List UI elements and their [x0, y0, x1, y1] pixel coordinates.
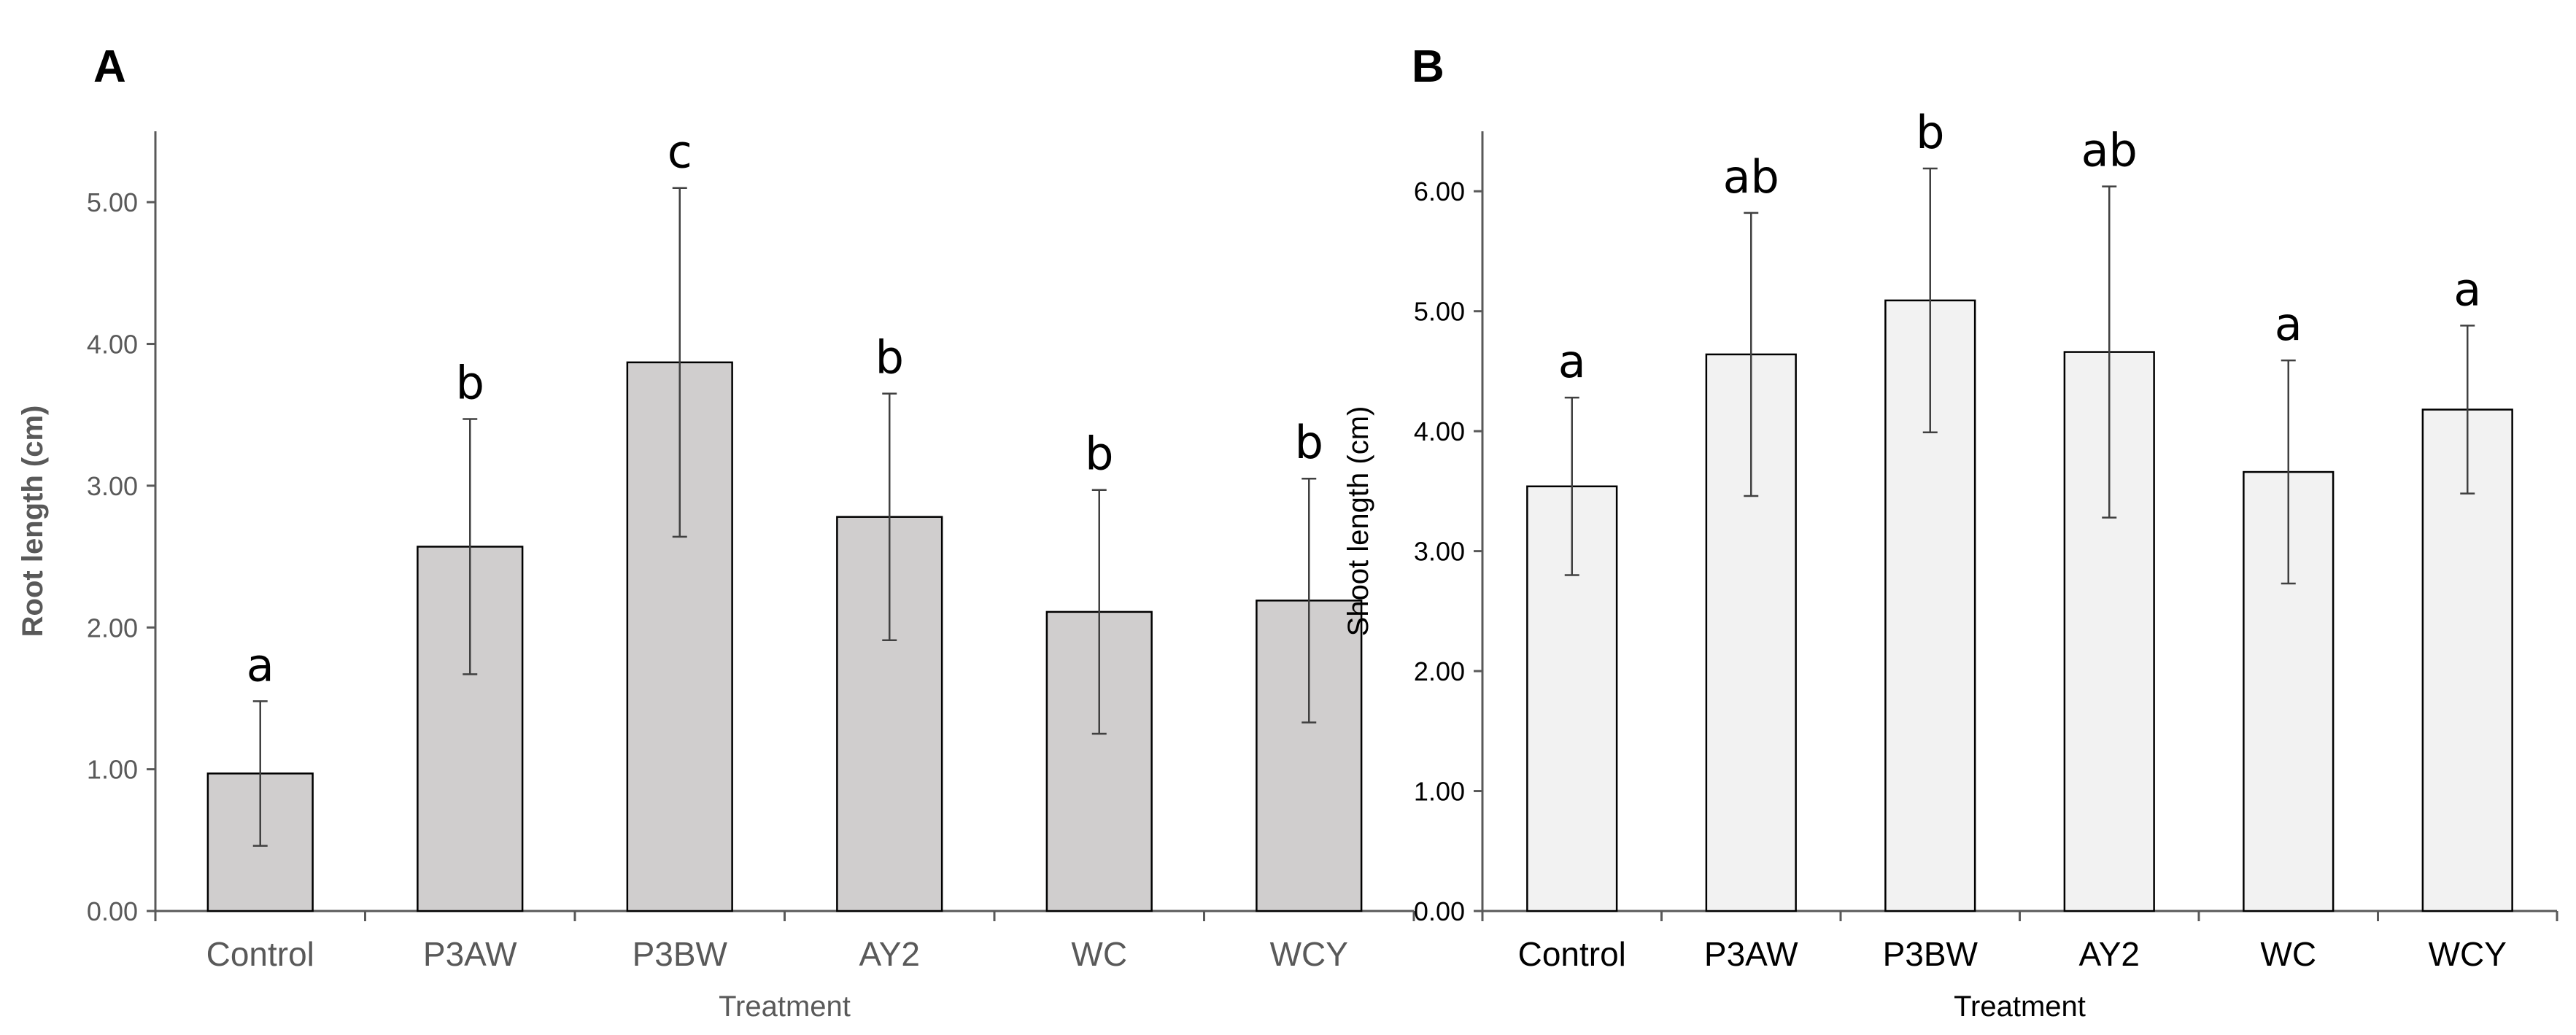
y-tick-label: 0.00 — [1414, 896, 1465, 926]
y-tick-label: 2.00 — [1414, 656, 1465, 686]
x-tick-label: Control — [206, 935, 314, 973]
y-tick-label: 4.00 — [87, 330, 138, 360]
x-tick-label: P3AW — [423, 935, 517, 973]
y-tick-label: 3.00 — [1414, 537, 1465, 567]
x-tick-label: WC — [2260, 935, 2316, 973]
significance-label: ab — [1723, 150, 1779, 203]
y-tick-label: 6.00 — [1414, 177, 1465, 206]
y-tick-label: 5.00 — [87, 187, 138, 217]
y-tick-label: 4.00 — [1414, 416, 1465, 446]
x-tick-label: AY2 — [859, 935, 920, 973]
y-tick-label: 5.00 — [1414, 297, 1465, 327]
x-tick-label: P3BW — [1883, 935, 1979, 973]
x-tick-label: P3BW — [633, 935, 728, 973]
y-tick-label: 3.00 — [87, 471, 138, 501]
y-tick-label: 0.00 — [87, 896, 138, 926]
significance-label: b — [1295, 416, 1323, 469]
x-tick-label: Control — [1518, 935, 1626, 973]
y-tick-label: 2.00 — [87, 613, 138, 643]
significance-label: b — [1085, 427, 1113, 481]
y-tick-label: 1.00 — [1414, 777, 1465, 807]
x-tick-label: WC — [1071, 935, 1127, 973]
significance-label: b — [1916, 106, 1944, 159]
significance-label: c — [668, 125, 692, 179]
x-axis-title: Treatment — [1954, 991, 2086, 1023]
x-tick-label: AY2 — [2078, 935, 2140, 973]
panel-a: A 0.00 1.00 2.00 3.00 4.00 5.00 a Control b P3AW c P… — [17, 42, 1415, 1023]
panel-label: A — [93, 42, 126, 92]
significance-label: a — [2275, 298, 2302, 351]
panel-b: B0.001.002.003.004.005.006.00aControlabP… — [1342, 42, 2558, 1023]
significance-label: b — [456, 357, 484, 410]
y-axis-title: Root length (cm) — [17, 406, 49, 637]
significance-label: a — [2453, 263, 2481, 316]
significance-label: ab — [2081, 124, 2138, 177]
x-tick-label: WCY — [1270, 935, 1348, 973]
significance-label: b — [875, 331, 904, 384]
significance-label: a — [1558, 335, 1586, 388]
x-tick-label: P3AW — [1704, 935, 1798, 973]
significance-label: a — [247, 638, 274, 691]
x-axis-title: Treatment — [719, 991, 851, 1023]
x-tick-label: WCY — [2429, 935, 2507, 973]
y-tick-label: 1.00 — [87, 755, 138, 785]
y-axis-title: Shoot length (cm) — [1342, 406, 1374, 637]
panel-label: B — [1412, 42, 1444, 92]
